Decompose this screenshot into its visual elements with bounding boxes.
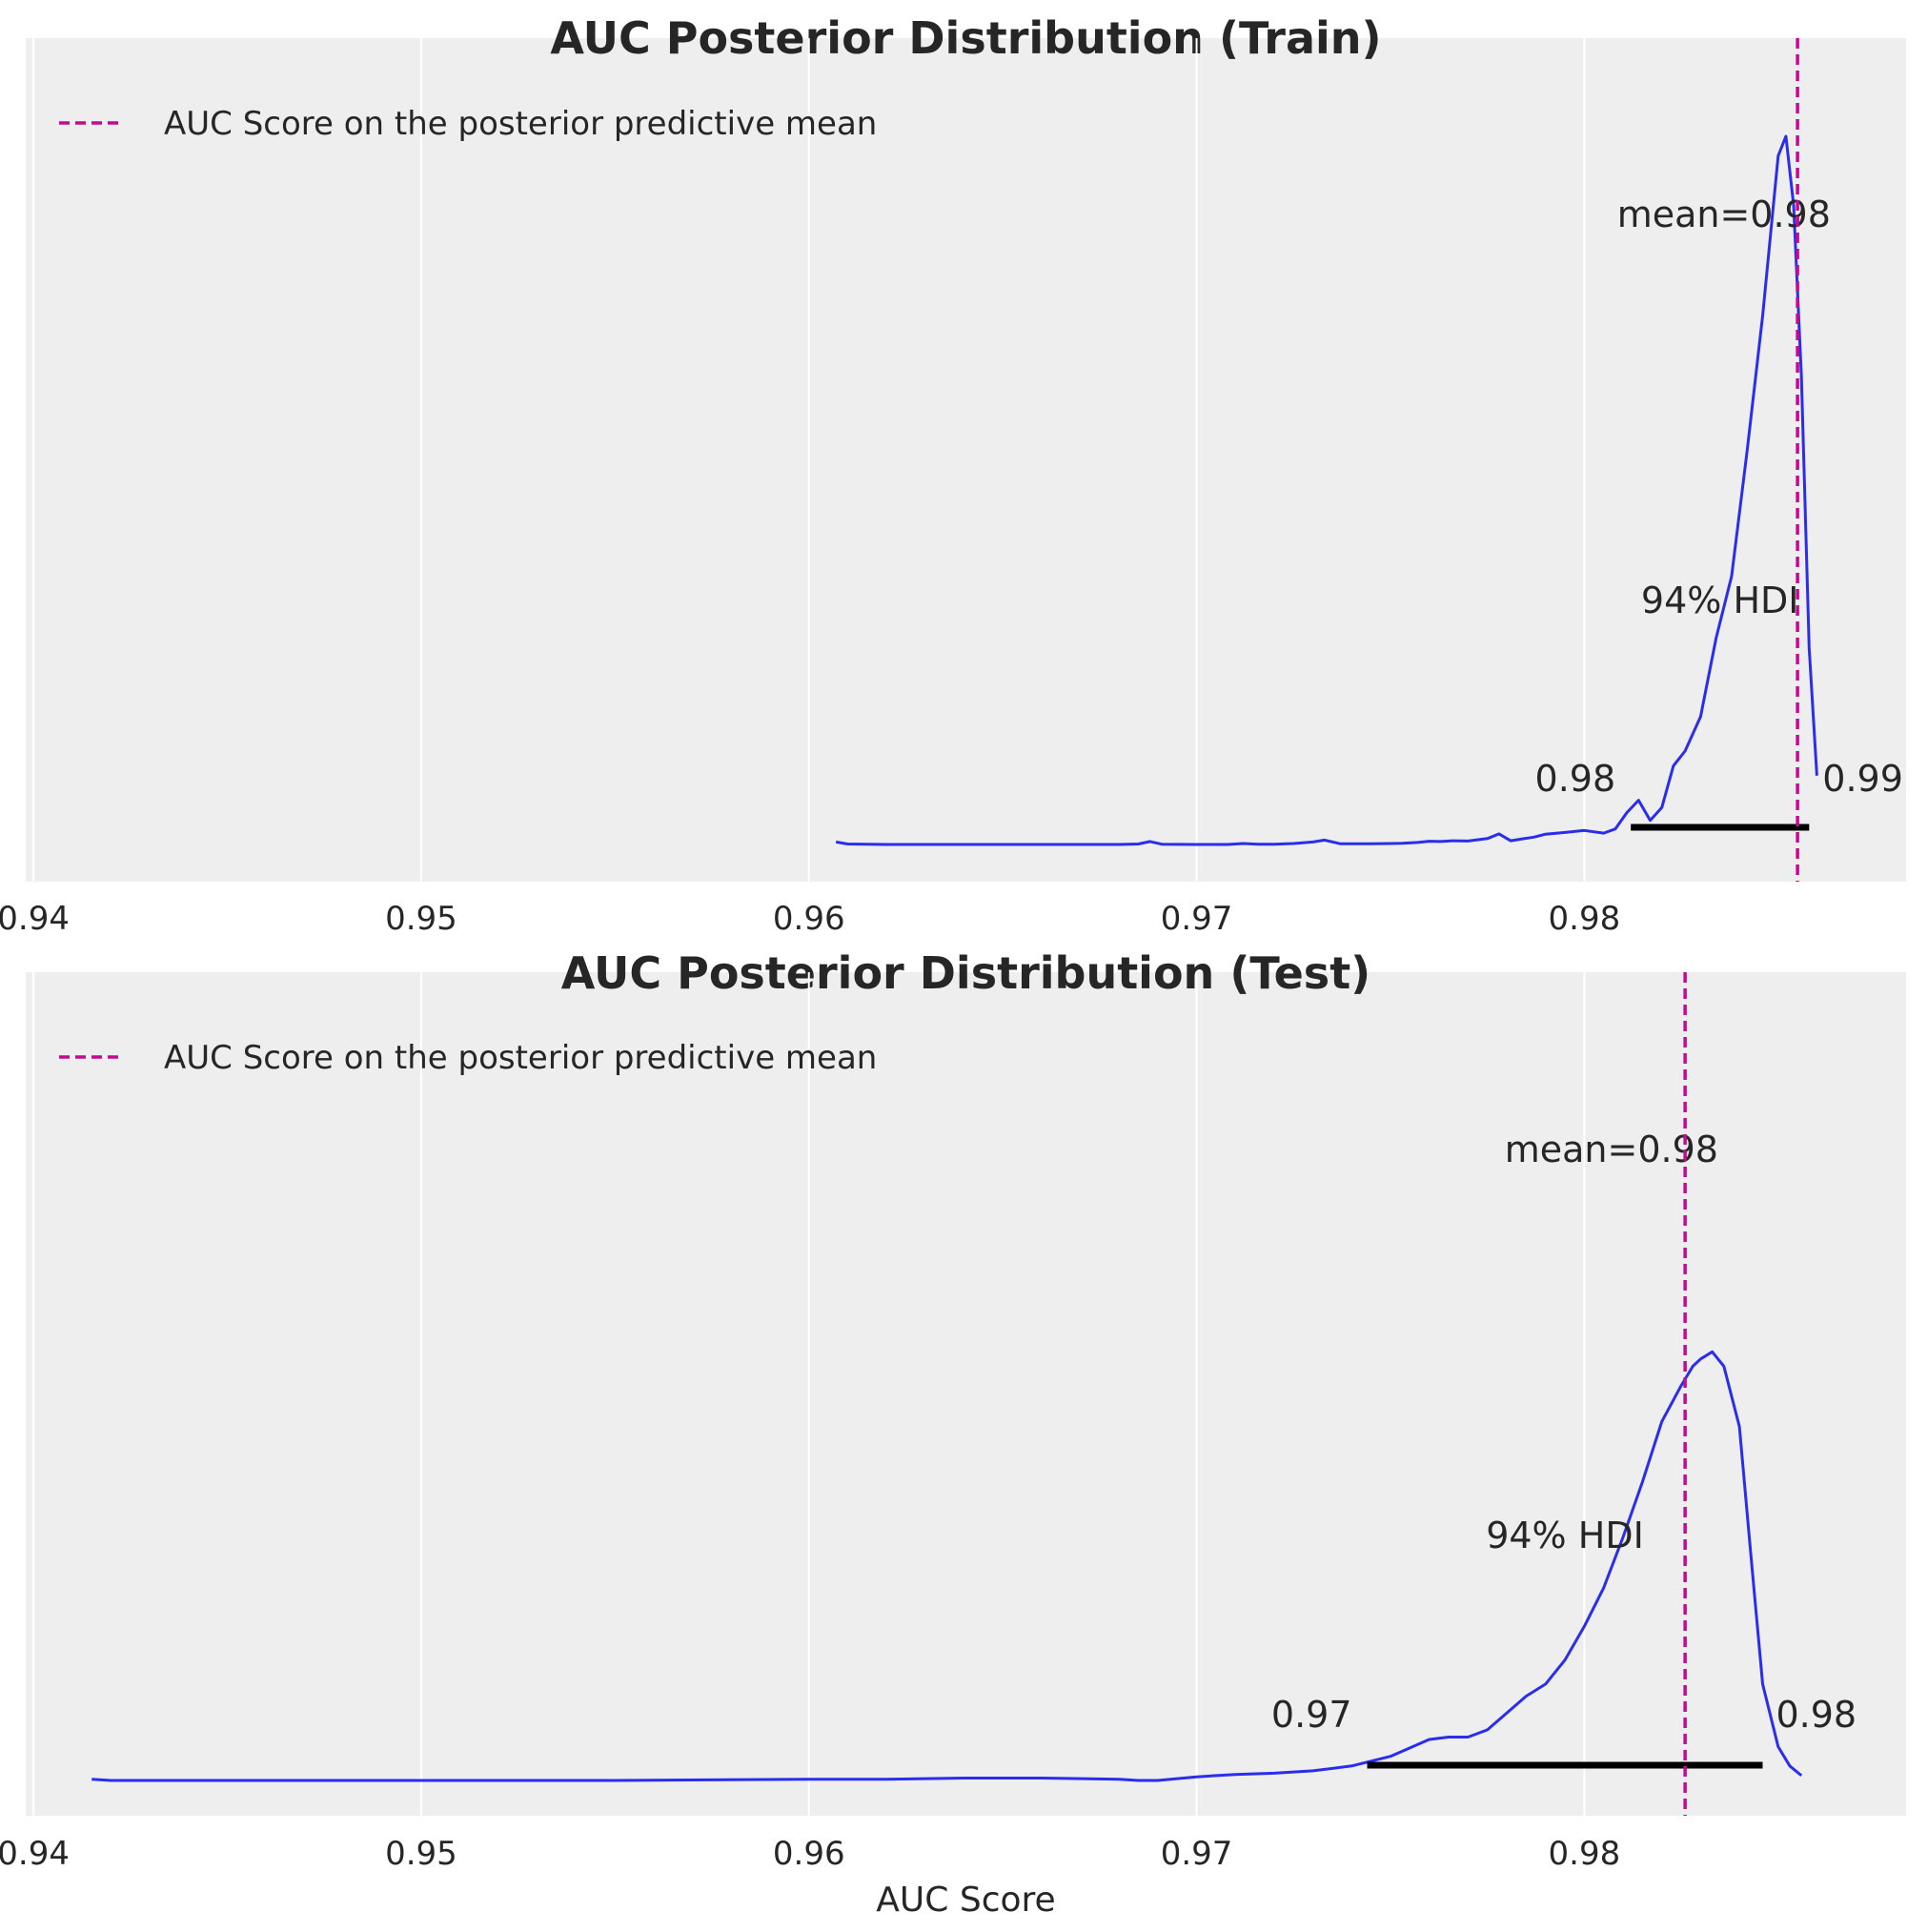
x-tick-label: 0.97 — [1161, 1835, 1233, 1873]
x-tick-label: 0.94 — [0, 1835, 70, 1873]
x-tick-label: 0.94 — [0, 900, 70, 938]
hdi-high-label: 0.98 — [1776, 1694, 1857, 1736]
x-tick-label: 0.96 — [773, 1835, 845, 1873]
legend-label: AUC Score on the posterior predictive me… — [164, 1039, 877, 1077]
hdi-label: 94% HDI — [1486, 1515, 1644, 1556]
density-line — [91, 1350, 1803, 1782]
chart-title: AUC Posterior Distribution (Test) — [561, 947, 1370, 999]
x-tick-label: 0.98 — [1549, 1835, 1621, 1873]
x-tick-label: 0.95 — [385, 900, 457, 938]
subplot-test: AUC Posterior Distribution (Test) 0.94 0.9… — [0, 947, 1906, 1920]
plot-background — [26, 38, 1906, 882]
chart-title: AUC Posterior Distribution (Train) — [550, 12, 1381, 64]
legend-label: AUC Score on the posterior predictive me… — [164, 105, 877, 143]
mean-label: mean=0.98 — [1505, 1129, 1718, 1170]
mean-label: mean=0.98 — [1617, 193, 1831, 235]
hdi-high-label: 0.99 — [1822, 758, 1903, 800]
hdi-low-label: 0.98 — [1535, 758, 1616, 800]
density-line — [835, 134, 1818, 846]
x-axis-label: AUC Score — [876, 1881, 1055, 1920]
hdi-low-label: 0.97 — [1271, 1694, 1352, 1736]
x-tick-label: 0.96 — [773, 900, 845, 938]
x-tick-label: 0.97 — [1161, 900, 1233, 938]
x-tick-label: 0.98 — [1549, 900, 1621, 938]
plot-background — [26, 972, 1906, 1816]
subplot-train: AUC Posterior Distribution (Train) 0.94 0.… — [0, 12, 1906, 938]
x-tick-label: 0.95 — [385, 1835, 457, 1873]
hdi-label: 94% HDI — [1641, 580, 1799, 621]
